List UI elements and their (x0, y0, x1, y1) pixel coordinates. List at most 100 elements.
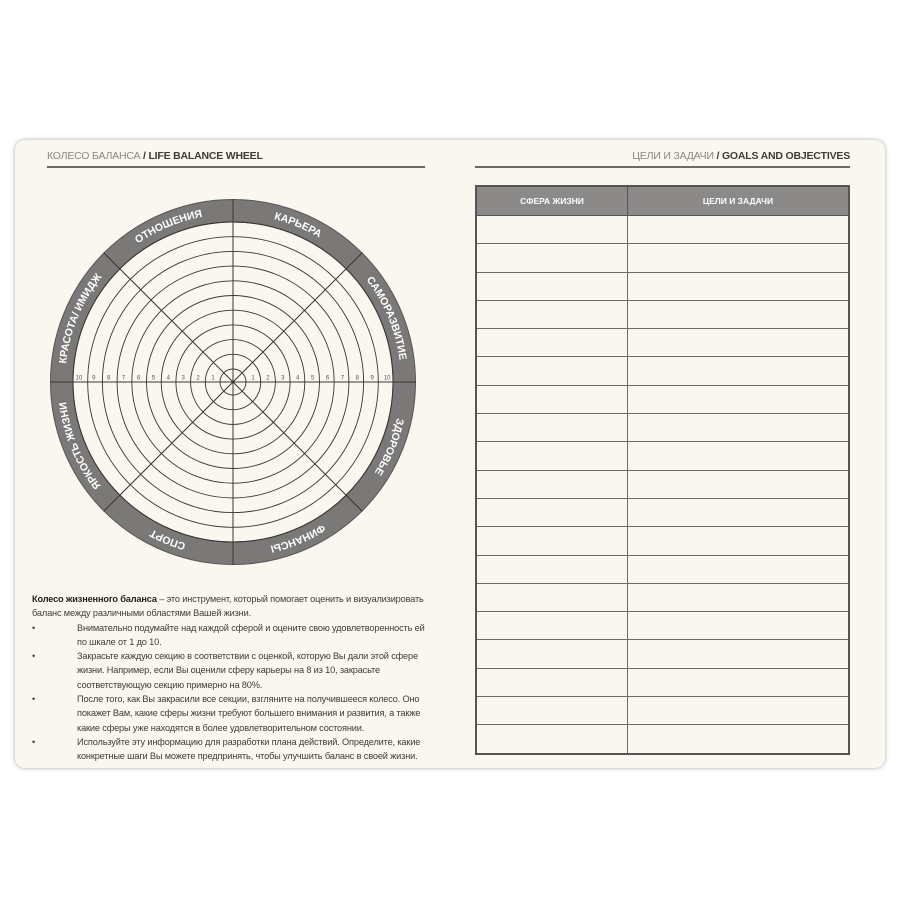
table-row (475, 328, 850, 358)
scale-label: 5 (152, 376, 156, 382)
scale-label: 6 (137, 376, 141, 382)
left-page-header: КОЛЕСО БАЛАНСА / LIFE BALANCE WHEEL (47, 150, 263, 162)
table-row (475, 582, 850, 613)
scale-label-bg (134, 374, 143, 381)
scale-label-bg (383, 374, 392, 381)
scale-label: 6 (326, 376, 330, 382)
life-area-cell[interactable] (475, 611, 628, 641)
right-page-header: ЦЕЛИ И ЗАДАЧИ / GOALS AND OBJECTIVES (632, 150, 850, 162)
life-area-cell[interactable] (475, 243, 628, 273)
goals-cell[interactable] (627, 214, 850, 245)
scale-label-bg (323, 374, 332, 381)
goals-cell[interactable] (627, 497, 850, 528)
goals-cell[interactable] (627, 469, 850, 499)
goals-cell[interactable] (627, 554, 850, 584)
life-area-cell[interactable] (475, 299, 628, 330)
scale-label: 8 (107, 376, 111, 382)
goals-cell[interactable] (627, 441, 850, 471)
life-area-cell[interactable] (475, 328, 628, 358)
table-row (475, 554, 850, 584)
scale-label: 4 (167, 376, 171, 382)
goals-cell[interactable] (627, 667, 850, 698)
life-area-cell[interactable] (475, 497, 628, 528)
list-item: После того, как Вы закрасили все секции,… (32, 692, 432, 735)
scale-label: 3 (281, 376, 285, 382)
life-area-cell[interactable] (475, 696, 628, 726)
scale-label-bg (209, 374, 217, 381)
table-row (475, 214, 850, 245)
life-area-cell[interactable] (475, 214, 628, 245)
table-row (475, 639, 850, 669)
goals-cell[interactable] (627, 384, 850, 415)
scale-label: 7 (122, 376, 126, 382)
goals-cell[interactable] (627, 299, 850, 330)
scale-label: 2 (266, 376, 270, 382)
header-ru: КОЛЕСО БАЛАНСА (47, 150, 141, 162)
sector-divider (232, 381, 363, 512)
scale-label: 9 (92, 376, 96, 382)
scale-label: 2 (196, 376, 200, 382)
goals-cell[interactable] (627, 356, 850, 386)
scale-label-bg (353, 374, 362, 381)
scale-label-bg (368, 374, 377, 381)
description-title: Колесо жизненного баланса (32, 594, 157, 604)
scale-label: 8 (356, 376, 360, 382)
life-area-cell[interactable] (475, 384, 628, 415)
scale-label-bg (293, 374, 302, 381)
scale-label-bg (179, 374, 188, 381)
goals-cell[interactable] (627, 526, 850, 556)
scale-label: 5 (311, 376, 315, 382)
scale-label: 1 (211, 376, 215, 382)
life-area-cell[interactable] (475, 526, 628, 556)
scale-label: 3 (182, 376, 186, 382)
sector-divider (232, 252, 363, 383)
table-row (475, 356, 850, 386)
scale-label-bg (338, 374, 347, 381)
scale-label-bg (149, 374, 158, 381)
description: Колесо жизненного баланса – это инструме… (32, 592, 432, 764)
goals-cell[interactable] (627, 271, 850, 301)
life-area-cell[interactable] (475, 582, 628, 613)
goals-cell[interactable] (627, 639, 850, 669)
goals-cell[interactable] (627, 611, 850, 641)
goals-cell[interactable] (627, 243, 850, 273)
scale-label: 4 (296, 376, 300, 382)
goals-cell[interactable] (627, 582, 850, 613)
table-row (475, 667, 850, 698)
header-separator: / (140, 150, 149, 162)
table-row (475, 299, 850, 330)
list-item: Используйте эту информацию для разработк… (32, 735, 432, 764)
instruction-list: Внимательно подумайте над каждой сферой … (32, 621, 432, 764)
goals-cell[interactable] (627, 696, 850, 726)
scale-label-bg (164, 374, 173, 381)
scale-label-bg (119, 374, 128, 381)
goals-cell[interactable] (627, 413, 850, 443)
goals-cell[interactable] (627, 724, 850, 755)
description-intro: Колесо жизненного баланса – это инструме… (32, 592, 432, 621)
column-header-goals: ЦЕЛИ И ЗАДАЧИ (627, 185, 850, 216)
header-ru: ЦЕЛИ И ЗАДАЧИ (632, 150, 714, 162)
life-area-cell[interactable] (475, 469, 628, 499)
table-row (475, 724, 850, 755)
scale-label-bg (89, 374, 98, 381)
goals-cell[interactable] (627, 328, 850, 358)
header-rule (47, 166, 425, 168)
table-row (475, 413, 850, 443)
goals-table: СФЕРА ЖИЗНИ ЦЕЛИ И ЗАДАЧИ (475, 185, 850, 755)
description-intro-text: – это инструмент, который помогает оцени… (32, 594, 424, 619)
table-row (475, 497, 850, 528)
life-area-cell[interactable] (475, 724, 628, 755)
column-header-life-area: СФЕРА ЖИЗНИ (475, 185, 628, 216)
header-separator: / (713, 150, 722, 162)
scale-label-bg (278, 374, 287, 381)
life-area-cell[interactable] (475, 441, 628, 471)
life-area-cell[interactable] (475, 356, 628, 386)
life-area-cell[interactable] (475, 667, 628, 698)
life-area-cell[interactable] (475, 413, 628, 443)
table-row (475, 441, 850, 471)
life-area-cell[interactable] (475, 639, 628, 669)
life-area-cell[interactable] (475, 271, 628, 301)
scale-label-bg (74, 374, 83, 381)
life-area-cell[interactable] (475, 554, 628, 584)
header-rule (475, 166, 850, 168)
